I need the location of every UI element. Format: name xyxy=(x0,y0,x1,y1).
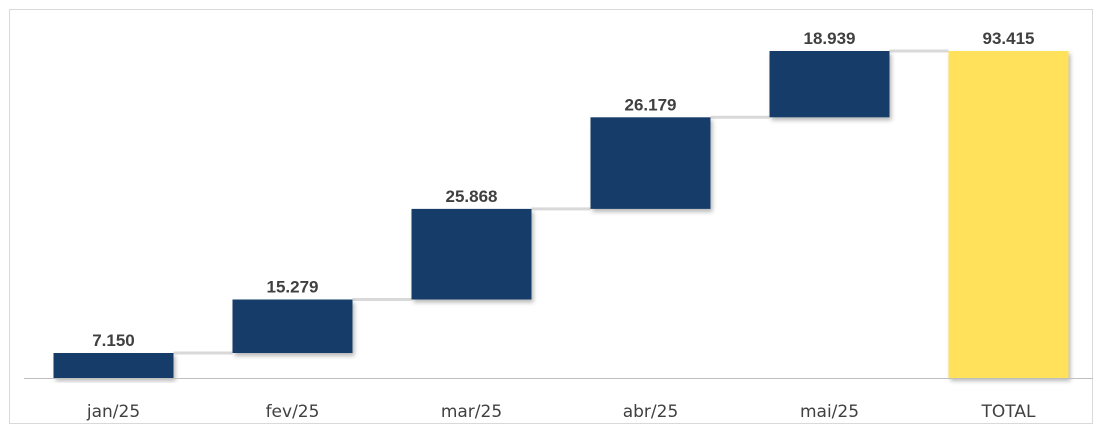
bar-mar-25 xyxy=(411,208,532,300)
data-label-jan-25: 7.150 xyxy=(92,331,135,350)
connector-lines xyxy=(173,49,949,355)
bar-jan-25 xyxy=(53,353,174,378)
x-tick-jan-25: jan/25 xyxy=(86,402,140,422)
bar-total xyxy=(948,51,1069,378)
data-label-fev-25: 15.279 xyxy=(267,278,319,297)
bar-mai-25 xyxy=(769,51,890,118)
data-label-mai-25: 18.939 xyxy=(804,29,856,48)
bars xyxy=(53,51,1069,378)
x-tick-fev-25: fev/25 xyxy=(266,402,320,422)
bar-abr-25 xyxy=(590,117,711,209)
bar-fev-25 xyxy=(232,299,353,353)
x-tick-mar-25: mar/25 xyxy=(441,402,502,422)
x-tick-labels: jan/25 fev/25 mar/25 abr/25 mai/25 TOTAL xyxy=(86,402,1036,422)
value-labels: 7.150 15.279 25.868 26.179 18.939 93.415 xyxy=(92,29,1034,350)
data-label-total: 93.415 xyxy=(983,29,1035,48)
x-tick-abr-25: abr/25 xyxy=(623,402,679,422)
data-label-mar-25: 25.868 xyxy=(446,187,498,206)
x-tick-mai-25: mai/25 xyxy=(800,402,859,422)
chart-frame xyxy=(9,9,1093,424)
x-tick-total: TOTAL xyxy=(981,402,1036,422)
data-label-abr-25: 26.179 xyxy=(625,95,677,114)
